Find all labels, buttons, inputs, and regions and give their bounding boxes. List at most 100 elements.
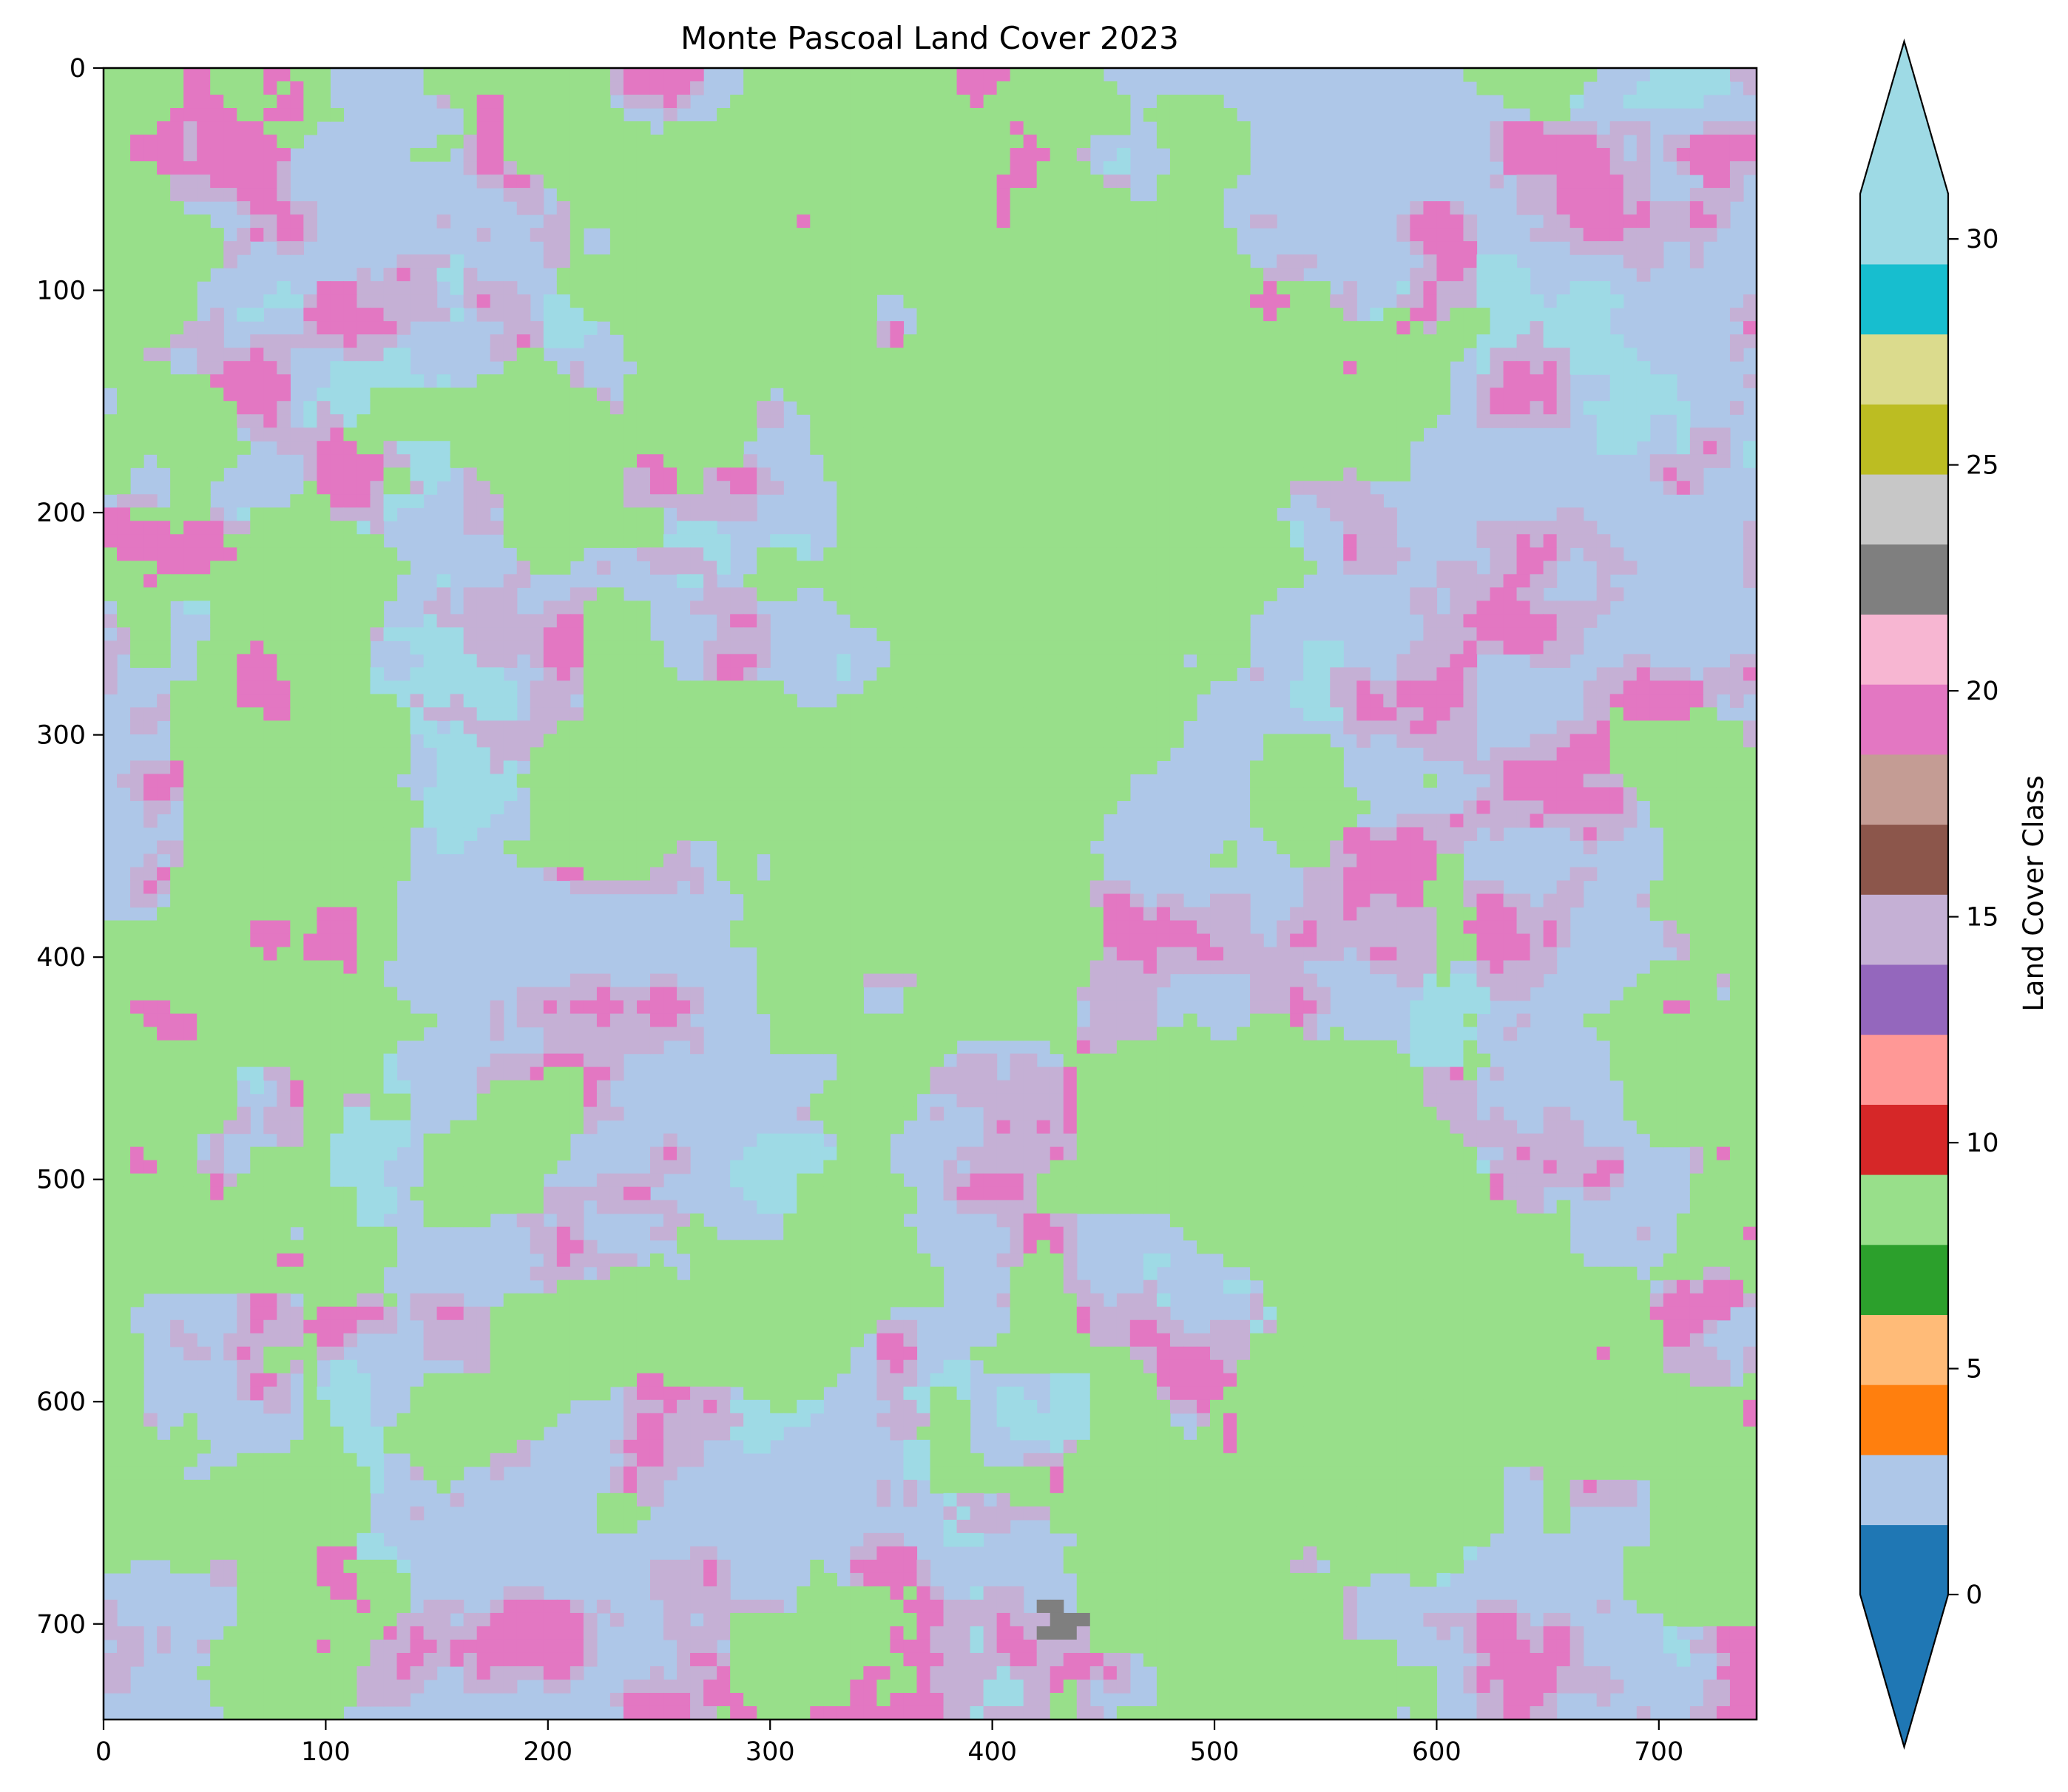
land-cover-cell: [1396, 694, 1410, 708]
land-cover-cell: [916, 467, 931, 481]
land-cover-cell: [1089, 507, 1104, 521]
land-cover-cell: [370, 374, 385, 388]
land-cover-cell: [1716, 680, 1731, 694]
land-cover-cell: [303, 680, 317, 694]
land-cover-cell: [1063, 228, 1078, 242]
land-cover-cell: [1237, 321, 1251, 335]
land-cover-cell: [1743, 654, 1757, 668]
land-cover-cell: [170, 481, 184, 495]
land-cover-cell: [703, 427, 717, 442]
land-cover-cell: [717, 507, 731, 521]
land-cover-cell: [1023, 228, 1038, 242]
land-cover-cell: [410, 374, 425, 388]
land-cover-cell: [850, 361, 864, 375]
land-cover-cell: [1076, 547, 1091, 561]
land-cover-cell: [623, 281, 638, 295]
land-cover-cell: [1330, 414, 1344, 428]
land-cover-cell: [983, 561, 998, 575]
land-cover-cell: [1050, 294, 1064, 308]
land-cover-cell: [690, 388, 704, 402]
land-cover-cell: [263, 547, 277, 561]
land-cover-cell: [303, 521, 317, 535]
land-cover-cell: [1476, 574, 1491, 588]
land-cover-cell: [556, 135, 571, 149]
land-cover-cell: [570, 774, 584, 788]
land-cover-cell: [890, 241, 905, 255]
land-cover-cell: [1250, 787, 1264, 802]
land-cover-cell: [290, 601, 304, 615]
land-cover-cell: [823, 228, 837, 242]
land-cover-cell: [649, 774, 664, 788]
land-cover-cell: [770, 294, 784, 308]
land-cover-cell: [636, 308, 651, 322]
land-cover-cell: [730, 135, 744, 149]
land-cover-cell: [1063, 760, 1078, 775]
land-cover-cell: [1076, 680, 1091, 694]
land-cover-cell: [1263, 774, 1277, 788]
land-cover-cell: [143, 654, 158, 668]
land-cover-cell: [543, 561, 558, 575]
land-cover-cell: [1676, 720, 1691, 735]
land-cover-cell: [450, 281, 464, 295]
land-cover-cell: [1463, 720, 1478, 735]
land-cover-cell: [690, 374, 704, 388]
land-cover-cell: [237, 148, 251, 162]
land-cover-cell: [1063, 95, 1078, 109]
land-cover-cell: [703, 294, 717, 308]
land-cover-cell: [1729, 720, 1744, 735]
land-cover-cell: [983, 401, 998, 415]
land-cover-cell: [423, 601, 438, 615]
land-cover-cell: [1023, 414, 1038, 428]
land-cover-cell: [1729, 308, 1744, 322]
land-cover-cell: [223, 640, 237, 655]
land-cover-cell: [1729, 667, 1744, 681]
land-cover-cell: [130, 787, 144, 802]
land-cover-cell: [450, 654, 464, 668]
land-cover-cell: [1023, 787, 1038, 802]
land-cover-cell: [263, 108, 277, 122]
land-cover-cell: [837, 720, 851, 735]
land-cover-cell: [783, 587, 797, 601]
land-cover-cell: [1223, 561, 1237, 575]
land-cover-cell: [663, 694, 677, 708]
land-cover-cell: [1303, 388, 1317, 402]
land-cover-cell: [1116, 694, 1131, 708]
land-cover-cell: [1503, 414, 1518, 428]
land-cover-cell: [1169, 467, 1184, 481]
land-cover-cell: [570, 374, 584, 388]
land-cover-cell: [783, 201, 797, 215]
land-cover-cell: [1663, 388, 1677, 402]
land-cover-cell: [1530, 161, 1544, 175]
land-cover-cell: [930, 734, 945, 748]
land-cover-cell: [1583, 401, 1598, 415]
land-cover-cell: [516, 467, 531, 481]
land-cover-cell: [1410, 321, 1424, 335]
land-cover-cell: [1370, 308, 1384, 322]
land-cover-cell: [876, 388, 891, 402]
land-cover-cell: [104, 680, 118, 694]
land-cover-cell: [423, 734, 438, 748]
land-cover-cell: [463, 640, 478, 655]
land-cover-cell: [1156, 281, 1171, 295]
land-cover-cell: [876, 321, 891, 335]
land-cover-cell: [596, 401, 611, 415]
land-cover-cell: [1263, 507, 1277, 521]
land-cover-cell: [1023, 680, 1038, 694]
land-cover-cell: [996, 547, 1011, 561]
land-cover-cell: [677, 694, 691, 708]
land-cover-cell: [170, 254, 184, 268]
land-cover-cell: [797, 95, 811, 109]
land-cover-cell: [1129, 747, 1144, 762]
land-cover-cell: [1210, 521, 1224, 535]
land-cover-cell: [1716, 720, 1731, 735]
land-cover-cell: [143, 308, 158, 322]
land-cover-cell: [703, 281, 717, 295]
land-cover-cell: [970, 388, 984, 402]
land-cover-cell: [983, 547, 998, 561]
land-cover-cell: [476, 68, 491, 82]
land-cover-cell: [570, 494, 584, 508]
land-cover-cell: [1063, 627, 1078, 641]
land-cover-cell: [623, 720, 638, 735]
land-cover-cell: [797, 294, 811, 308]
land-cover-cell: [837, 467, 851, 481]
